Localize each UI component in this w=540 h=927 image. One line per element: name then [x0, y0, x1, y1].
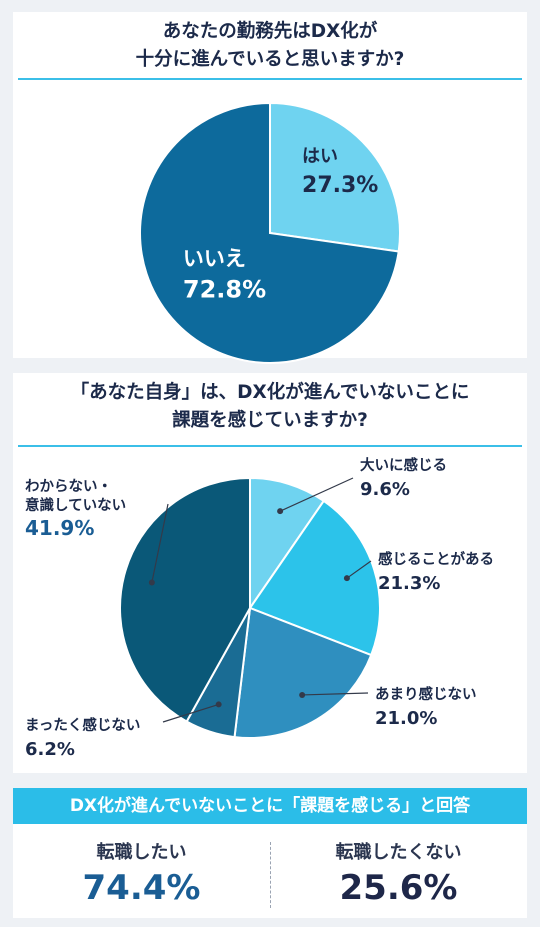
summary-left: 転職したい 74.4% — [13, 838, 270, 908]
pie-slice-4 — [119, 476, 251, 723]
slice-label-1: 感じることがある — [378, 550, 494, 568]
slice-value-1: 72.8% — [183, 276, 266, 304]
slice-label-0: 大いに感じる — [360, 456, 447, 474]
leader-line-3 — [162, 703, 219, 723]
summary-right-label: 転職したくない — [335, 842, 462, 863]
leader-dot-1 — [343, 575, 350, 582]
title-underline — [18, 78, 522, 80]
question2-title-line1: 「あなた自身」は、DX化が進んでいないことに — [70, 382, 470, 403]
leader-line-4 — [151, 503, 169, 583]
leader-line-0 — [279, 477, 354, 512]
slice-label-0: はい — [302, 146, 338, 167]
pie-slice-1 — [248, 499, 381, 657]
title-underline — [18, 445, 522, 447]
leader-dot-4 — [148, 579, 155, 586]
summary-divider — [270, 842, 271, 908]
slice-value-1: 21.3% — [378, 573, 440, 594]
pie-slice-1 — [139, 101, 400, 364]
slice-label-3: まったく感じない — [25, 716, 140, 734]
question1-title-line1: あなたの勤務先はDX化が — [162, 21, 378, 42]
pie-chart-2: 大いに感じる 9.6% 感じることがある 21.3% あまり感じない 21.0% まったく感… — [25, 456, 494, 760]
slice-value-2: 21.0% — [375, 708, 437, 729]
leader-dot-3 — [215, 701, 222, 708]
summary-left-label: 転職したい — [96, 842, 187, 863]
slice-value-0: 9.6% — [360, 479, 410, 500]
summary-left-value: 74.4% — [82, 868, 201, 908]
slice-value-0: 27.3% — [302, 173, 378, 198]
summary-panel: DX化が進んでいないことに「課題を感じる」と回答 転職したい 74.4% 転職し… — [13, 788, 527, 918]
slice-label-4-line0: わからない・ — [25, 478, 112, 495]
slice-label-4-line1: 意識していない — [25, 496, 126, 514]
summary-right: 転職したくない 25.6% — [270, 838, 527, 908]
summary-banner: DX化が進んでいないことに「課題を感じる」と回答 — [13, 788, 527, 824]
question2-title: 「あなた自身」は、DX化が進んでいないことに 課題を感じていますか? — [13, 373, 527, 435]
slice-label-2: あまり感じない — [375, 685, 477, 703]
slice-value-4: 41.9% — [25, 516, 94, 540]
leader-line-2 — [302, 692, 369, 696]
leader-line-1 — [346, 560, 372, 579]
pie-slice-2 — [233, 606, 373, 739]
pie-slice-0 — [249, 476, 326, 612]
question2-panel: 「あなた自身」は、DX化が進んでいないことに 課題を感じていますか? 大いに感じ… — [13, 373, 527, 773]
leader-dot-0 — [277, 508, 284, 515]
pie-slice-0 — [269, 101, 401, 253]
question1-title: あなたの勤務先はDX化が 十分に進んでいると思いますか? — [13, 12, 527, 74]
pie-chart-1: はい 27.3% いいえ 72.8% — [139, 101, 401, 364]
slice-value-3: 6.2% — [25, 739, 75, 760]
leader-dot-2 — [299, 691, 306, 698]
question1-panel: あなたの勤務先はDX化が 十分に進んでいると思いますか? はい 27.3% いいえ 7… — [13, 12, 527, 364]
summary-right-value: 25.6% — [339, 868, 458, 908]
slice-label-1: いいえ — [183, 247, 246, 271]
question2-title-line2: 課題を感じていますか? — [172, 410, 368, 431]
question1-title-line2: 十分に進んでいると思いますか? — [135, 49, 405, 70]
